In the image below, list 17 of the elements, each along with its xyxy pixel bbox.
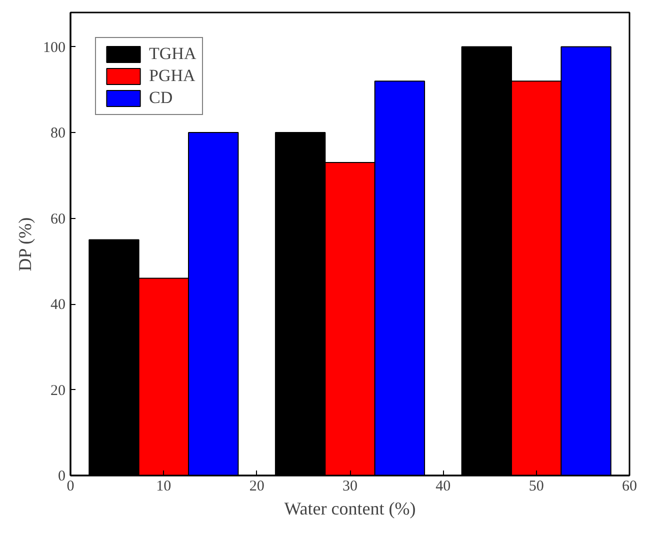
x-tick-label: 40 (436, 478, 451, 494)
x-tick-label: 10 (156, 478, 172, 494)
x-tick-label: 60 (622, 478, 637, 494)
legend-label: CD (149, 88, 173, 108)
y-tick-label: 40 (50, 297, 66, 314)
y-axis-title: DP (%) (15, 217, 35, 272)
x-axis-title: Water content (%) (284, 498, 416, 518)
y-tick-label: 60 (50, 211, 66, 228)
legend-label: PGHA (149, 66, 196, 86)
y-tick-label: 0 (58, 468, 66, 484)
x-tick-label: 20 (249, 478, 264, 494)
legend-label: TGHA (149, 44, 196, 64)
x-tick-label: 30 (342, 478, 358, 494)
y-tick-label: 80 (50, 126, 66, 142)
x-tick-label: 50 (528, 478, 544, 494)
y-tick-label: 20 (50, 382, 66, 399)
y-tick-label: 100 (43, 40, 66, 56)
